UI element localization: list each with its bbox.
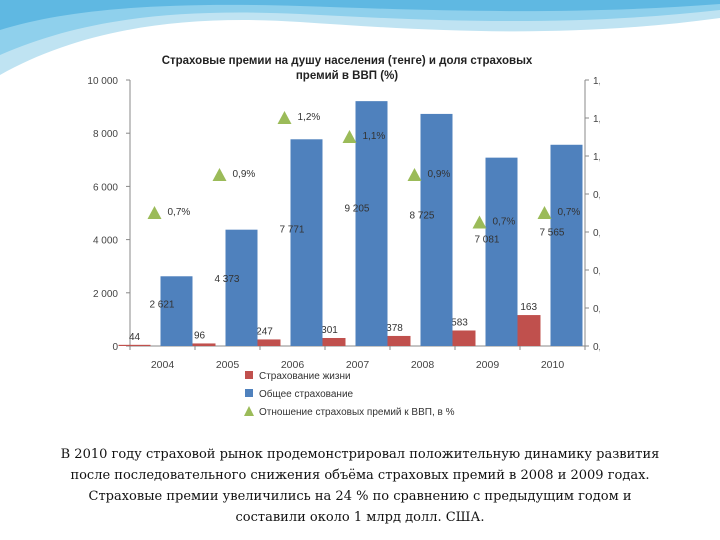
caption-line-2: после последовательного снижения объёма … (70, 468, 650, 483)
legend-general-insurance-swatch (245, 389, 253, 397)
bar-general-insurance-label: 7 771 (279, 224, 304, 235)
left-tick-label: 0 (112, 342, 118, 353)
gdp-ratio-label: 1,2% (298, 112, 321, 123)
right-tick-label: 1,2% (593, 114, 600, 125)
legend-life-insurance-swatch (245, 371, 253, 379)
caption-line-3: Страховые премии увеличились на 24 % по … (88, 489, 632, 504)
bar-general-insurance-label: 8 725 (409, 210, 434, 221)
legend-general-insurance-label: Общее страхование (259, 388, 354, 400)
left-tick-label: 4 000 (93, 236, 118, 247)
chart-title-line-2: премий в ВВП (%) (296, 70, 398, 82)
bar-life-insurance-label: 583 (451, 317, 468, 328)
caption: В 2010 году страховой рынок продемонстри… (20, 444, 700, 528)
bar-life-insurance (183, 343, 216, 346)
gdp-ratio-label: 0,7% (493, 217, 516, 228)
right-tick-label: 1,4% (593, 76, 600, 87)
bar-life-insurance (313, 337, 346, 346)
chart: Страховые премии на душу населения (тенг… (87, 55, 600, 418)
bar-general-insurance (290, 139, 323, 346)
left-tick-label: 6 000 (93, 182, 118, 193)
bar-life-insurance (248, 339, 281, 346)
gdp-ratio-marker (212, 168, 227, 181)
bar-life-insurance-label: 301 (321, 325, 338, 336)
bar-life-insurance (118, 344, 151, 346)
bar-general-insurance (550, 144, 583, 346)
gdp-ratio-label: 0,9% (428, 169, 451, 180)
right-tick-label: 1,0% (593, 152, 600, 163)
x-tick-label: 2006 (281, 359, 305, 371)
gdp-ratio-marker (537, 206, 552, 219)
x-tick-label: 2005 (216, 359, 240, 371)
left-tick-label: 2 000 (93, 289, 118, 300)
chart-title-line-1: Страховые премии на душу населения (тенг… (162, 55, 533, 67)
x-tick-label: 2008 (411, 359, 435, 371)
left-tick-label: 10 000 (87, 76, 118, 87)
bar-general-insurance (485, 157, 518, 346)
gdp-ratio-label: 0,9% (233, 169, 256, 180)
gdp-ratio-label: 1,1% (363, 131, 386, 142)
caption-line-1: В 2010 году страховой рынок продемонстри… (60, 447, 660, 462)
right-tick-label: 0,4% (593, 266, 600, 277)
bar-general-insurance (355, 101, 388, 346)
decorative-swoosh (0, 0, 720, 75)
bar-life-insurance-label: 247 (256, 326, 273, 337)
x-tick-label: 2009 (476, 359, 500, 371)
gdp-ratio-label: 0,7% (558, 207, 581, 218)
right-tick-label: 0,6% (593, 228, 600, 239)
bar-general-insurance (160, 276, 193, 346)
chart-panel: Страховые премии на душу населения (тенг… (75, 45, 600, 427)
bar-life-insurance (378, 335, 411, 346)
gdp-ratio-marker (472, 215, 487, 229)
x-tick-label: 2004 (151, 359, 175, 371)
left-tick-label: 8 000 (93, 129, 118, 140)
gdp-ratio-marker (407, 168, 422, 181)
bar-general-insurance-label: 4 373 (214, 274, 239, 285)
bar-life-insurance-label: 378 (386, 323, 403, 334)
gdp-ratio-label: 0,7% (168, 207, 191, 218)
gdp-ratio-marker (277, 111, 292, 124)
right-tick-label: 0,2% (593, 304, 600, 315)
bar-life-insurance-label: 96 (194, 330, 206, 341)
bar-general-insurance (225, 229, 258, 346)
legend-gdp-ratio-swatch (244, 406, 254, 416)
legend-gdp-ratio-label: Отношение страховых премий к ВВП, в % (259, 407, 455, 418)
x-tick-label: 2007 (346, 359, 370, 371)
bar-general-insurance-label: 7 565 (539, 227, 564, 238)
right-tick-label: 0,8% (593, 190, 600, 201)
bar-general-insurance-label: 7 081 (474, 234, 499, 245)
bar-general-insurance-label: 2 621 (149, 300, 174, 311)
bar-general-insurance-label: 9 205 (344, 203, 369, 214)
legend-life-insurance-label: Страхование жизни (259, 371, 351, 382)
right-tick-label: 0,0% (593, 342, 600, 353)
bar-life-insurance-label: 44 (129, 332, 141, 343)
x-tick-label: 2010 (541, 359, 565, 371)
gdp-ratio-marker (147, 206, 162, 219)
bar-life-insurance-label: 1 163 (512, 302, 537, 313)
gdp-ratio-marker (342, 130, 357, 143)
bar-general-insurance (420, 113, 453, 346)
caption-line-4: составили около 1 млрд долл. США. (235, 510, 485, 525)
